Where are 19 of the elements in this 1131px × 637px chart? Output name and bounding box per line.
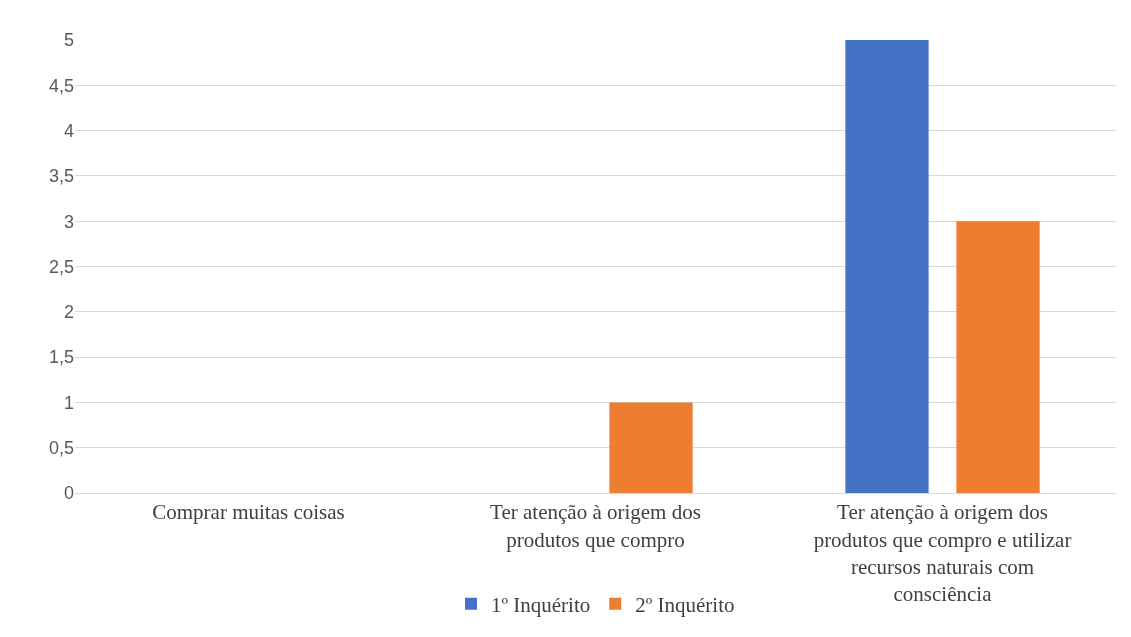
y-tick-label: 5	[63, 30, 74, 51]
x-tick-label: Ter atenção à origem dos produtos que compro	[490, 500, 701, 552]
legend-label: 1º Inquérito	[491, 592, 591, 617]
y-tick-label: 0	[63, 483, 74, 504]
y-tick-label: 0,5	[48, 438, 74, 458]
x-tick-label: Ter atenção à origem dos produtos que compro e utilizar recursos naturais com consciência	[813, 500, 1072, 607]
y-tick-label: 3	[63, 211, 74, 232]
y-tick-label: 4,5	[48, 75, 74, 96]
y-tick-label: 4	[63, 120, 74, 141]
y-tick-label: 2,5	[48, 256, 74, 277]
x-tick-label: Comprar muitas coisas	[152, 500, 345, 525]
bar	[609, 402, 693, 493]
bar	[845, 40, 929, 493]
y-tick-label: 2	[63, 302, 74, 323]
bar	[956, 221, 1040, 493]
y-tick-label: 1	[63, 392, 74, 413]
y-tick-label: 3,5	[48, 166, 74, 187]
y-tick-label: 1,5	[48, 347, 74, 368]
legend-label: 2º Inquérito	[635, 592, 735, 617]
